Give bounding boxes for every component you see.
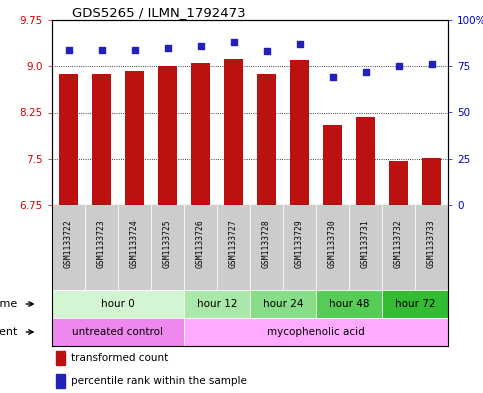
Point — [395, 63, 402, 70]
Bar — [92, 74, 111, 205]
Point — [229, 39, 237, 45]
Text: GSM1133730: GSM1133730 — [328, 219, 337, 268]
Bar — [184, 205, 217, 290]
Bar — [184, 318, 448, 346]
Text: hour 72: hour 72 — [395, 299, 435, 309]
Point — [130, 46, 138, 53]
Bar — [356, 118, 375, 205]
Bar — [316, 290, 382, 318]
Text: GSM1133727: GSM1133727 — [229, 219, 238, 268]
Bar — [118, 205, 151, 290]
Bar — [225, 59, 242, 205]
Bar — [290, 60, 309, 205]
Text: hour 48: hour 48 — [329, 299, 369, 309]
Bar — [59, 73, 78, 205]
Bar — [151, 205, 184, 290]
Bar — [191, 63, 210, 205]
Bar — [283, 205, 316, 290]
Text: hour 24: hour 24 — [263, 299, 303, 309]
Bar — [56, 374, 66, 388]
Point — [197, 43, 204, 49]
Point — [65, 46, 72, 53]
Text: GSM1133725: GSM1133725 — [163, 219, 172, 268]
Text: GSM1133724: GSM1133724 — [130, 219, 139, 268]
Bar — [85, 205, 118, 290]
Text: GDS5265 / ILMN_1792473: GDS5265 / ILMN_1792473 — [72, 6, 245, 19]
Bar — [257, 74, 276, 205]
Text: hour 0: hour 0 — [101, 299, 135, 309]
Bar — [56, 351, 66, 365]
Text: GSM1133731: GSM1133731 — [361, 219, 370, 268]
Bar — [184, 290, 250, 318]
Text: GSM1133728: GSM1133728 — [262, 219, 271, 268]
Bar — [389, 161, 408, 205]
Text: GSM1133733: GSM1133733 — [427, 219, 436, 268]
Text: time: time — [0, 299, 18, 309]
Text: transformed count: transformed count — [71, 353, 169, 363]
Bar — [349, 205, 382, 290]
Point — [328, 74, 336, 81]
Point — [362, 69, 369, 75]
Point — [98, 46, 105, 53]
Bar — [250, 290, 316, 318]
Text: GSM1133732: GSM1133732 — [394, 219, 403, 268]
Text: hour 12: hour 12 — [197, 299, 237, 309]
Bar — [423, 158, 440, 205]
Text: agent: agent — [0, 327, 18, 337]
Text: GSM1133723: GSM1133723 — [97, 219, 106, 268]
Text: mycophenolic acid: mycophenolic acid — [267, 327, 365, 337]
Bar — [382, 290, 448, 318]
Bar — [415, 205, 448, 290]
Bar — [126, 71, 143, 205]
Bar — [158, 66, 177, 205]
Bar — [52, 318, 184, 346]
Text: GSM1133726: GSM1133726 — [196, 219, 205, 268]
Bar — [316, 205, 349, 290]
Point — [296, 41, 303, 47]
Text: GSM1133722: GSM1133722 — [64, 219, 73, 268]
Point — [164, 45, 171, 51]
Bar — [52, 205, 85, 290]
Bar — [52, 290, 184, 318]
Text: GSM1133729: GSM1133729 — [295, 219, 304, 268]
Bar — [217, 205, 250, 290]
Bar — [382, 205, 415, 290]
Bar — [324, 125, 341, 205]
Text: percentile rank within the sample: percentile rank within the sample — [71, 376, 247, 386]
Point — [263, 48, 270, 55]
Text: untreated control: untreated control — [72, 327, 164, 337]
Point — [427, 61, 435, 68]
Bar — [250, 205, 283, 290]
